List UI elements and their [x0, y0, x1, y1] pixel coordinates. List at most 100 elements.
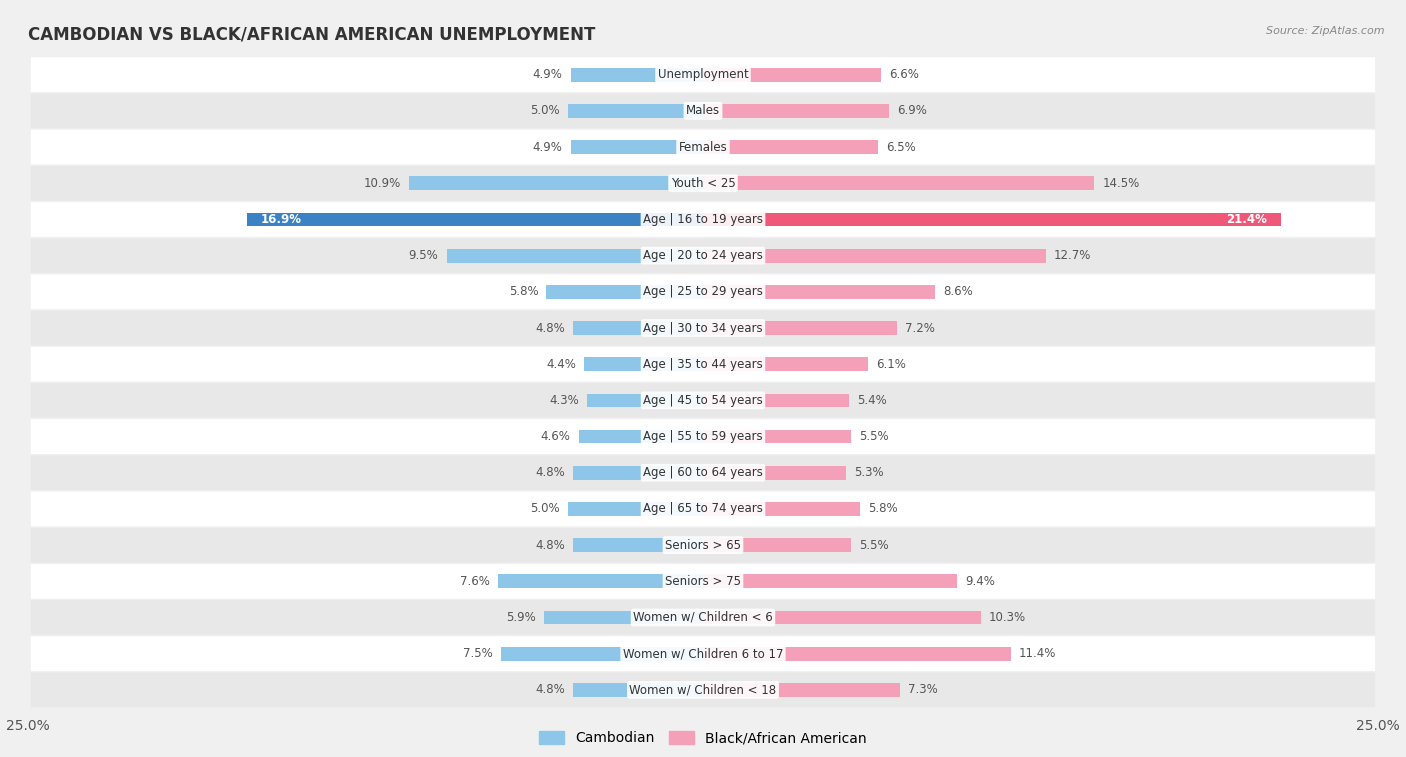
Text: Source: ZipAtlas.com: Source: ZipAtlas.com [1267, 26, 1385, 36]
Bar [571, 68, 703, 82]
Bar [579, 430, 703, 444]
Bar [703, 140, 879, 154]
Text: 7.3%: 7.3% [908, 684, 938, 696]
Text: Women w/ Children < 6: Women w/ Children < 6 [633, 611, 773, 624]
Text: 5.8%: 5.8% [509, 285, 538, 298]
Text: 4.6%: 4.6% [541, 430, 571, 443]
FancyBboxPatch shape [31, 419, 1375, 454]
Bar [703, 394, 849, 407]
Text: Seniors > 75: Seniors > 75 [665, 575, 741, 587]
Bar [703, 249, 1046, 263]
Text: 16.9%: 16.9% [260, 213, 301, 226]
Text: 6.5%: 6.5% [887, 141, 917, 154]
Text: Age | 55 to 59 years: Age | 55 to 59 years [643, 430, 763, 443]
Text: 5.5%: 5.5% [859, 539, 889, 552]
Text: 5.5%: 5.5% [859, 430, 889, 443]
FancyBboxPatch shape [31, 456, 1375, 490]
FancyBboxPatch shape [31, 202, 1375, 237]
FancyBboxPatch shape [31, 637, 1375, 671]
Bar [703, 646, 1011, 661]
Text: 4.8%: 4.8% [536, 466, 565, 479]
FancyBboxPatch shape [31, 347, 1375, 382]
Text: 21.4%: 21.4% [1226, 213, 1267, 226]
Bar [409, 176, 703, 190]
Text: 7.2%: 7.2% [905, 322, 935, 335]
Bar [703, 430, 852, 444]
Text: 5.0%: 5.0% [530, 503, 560, 516]
Text: Males: Males [686, 104, 720, 117]
Bar [703, 68, 882, 82]
FancyBboxPatch shape [31, 528, 1375, 562]
Bar [586, 394, 703, 407]
Bar [585, 357, 703, 371]
Bar [501, 646, 703, 661]
Text: 6.9%: 6.9% [897, 104, 927, 117]
Text: 9.5%: 9.5% [409, 249, 439, 262]
Text: Unemployment: Unemployment [658, 68, 748, 81]
Text: Seniors > 65: Seniors > 65 [665, 539, 741, 552]
FancyBboxPatch shape [31, 383, 1375, 418]
Text: Women w/ Children < 18: Women w/ Children < 18 [630, 684, 776, 696]
Bar [703, 104, 889, 118]
Text: 5.8%: 5.8% [868, 503, 897, 516]
Bar [568, 502, 703, 516]
Text: Age | 16 to 19 years: Age | 16 to 19 years [643, 213, 763, 226]
FancyBboxPatch shape [31, 94, 1375, 128]
Text: 4.8%: 4.8% [536, 684, 565, 696]
Legend: Cambodian, Black/African American: Cambodian, Black/African American [534, 726, 872, 751]
FancyBboxPatch shape [31, 129, 1375, 164]
Text: Age | 45 to 54 years: Age | 45 to 54 years [643, 394, 763, 407]
Bar [703, 321, 897, 335]
FancyBboxPatch shape [31, 275, 1375, 309]
Text: CAMBODIAN VS BLACK/AFRICAN AMERICAN UNEMPLOYMENT: CAMBODIAN VS BLACK/AFRICAN AMERICAN UNEM… [28, 25, 596, 43]
Text: 5.9%: 5.9% [506, 611, 536, 624]
FancyBboxPatch shape [31, 564, 1375, 599]
Bar [703, 611, 981, 625]
Bar [247, 213, 703, 226]
Text: Women w/ Children 6 to 17: Women w/ Children 6 to 17 [623, 647, 783, 660]
Text: 5.0%: 5.0% [530, 104, 560, 117]
FancyBboxPatch shape [31, 166, 1375, 201]
Text: 12.7%: 12.7% [1054, 249, 1091, 262]
Bar [703, 575, 956, 588]
Text: 4.8%: 4.8% [536, 539, 565, 552]
Text: 7.5%: 7.5% [463, 647, 492, 660]
Text: 10.3%: 10.3% [990, 611, 1026, 624]
FancyBboxPatch shape [31, 491, 1375, 526]
Text: 10.9%: 10.9% [363, 177, 401, 190]
Bar [447, 249, 703, 263]
Text: Females: Females [679, 141, 727, 154]
Text: 4.4%: 4.4% [547, 358, 576, 371]
Text: 8.6%: 8.6% [943, 285, 973, 298]
Text: Age | 20 to 24 years: Age | 20 to 24 years [643, 249, 763, 262]
Text: 4.8%: 4.8% [536, 322, 565, 335]
Bar [568, 104, 703, 118]
Text: 6.6%: 6.6% [889, 68, 920, 81]
Text: 6.1%: 6.1% [876, 358, 905, 371]
FancyBboxPatch shape [31, 600, 1375, 635]
Text: 4.9%: 4.9% [533, 68, 562, 81]
Text: Youth < 25: Youth < 25 [671, 177, 735, 190]
Bar [544, 611, 703, 625]
Text: 5.3%: 5.3% [855, 466, 884, 479]
Bar [571, 140, 703, 154]
Bar [574, 683, 703, 696]
Text: Age | 65 to 74 years: Age | 65 to 74 years [643, 503, 763, 516]
Bar [574, 321, 703, 335]
Bar [703, 466, 846, 480]
Bar [574, 466, 703, 480]
Bar [703, 213, 1281, 226]
Text: 14.5%: 14.5% [1102, 177, 1140, 190]
Bar [703, 683, 900, 696]
Text: 7.6%: 7.6% [460, 575, 489, 587]
Bar [703, 285, 935, 299]
Text: 4.9%: 4.9% [533, 141, 562, 154]
Text: Age | 25 to 29 years: Age | 25 to 29 years [643, 285, 763, 298]
Text: 11.4%: 11.4% [1019, 647, 1056, 660]
Bar [703, 502, 859, 516]
Bar [703, 357, 868, 371]
Bar [703, 176, 1094, 190]
FancyBboxPatch shape [31, 672, 1375, 707]
Text: 9.4%: 9.4% [965, 575, 994, 587]
Bar [498, 575, 703, 588]
